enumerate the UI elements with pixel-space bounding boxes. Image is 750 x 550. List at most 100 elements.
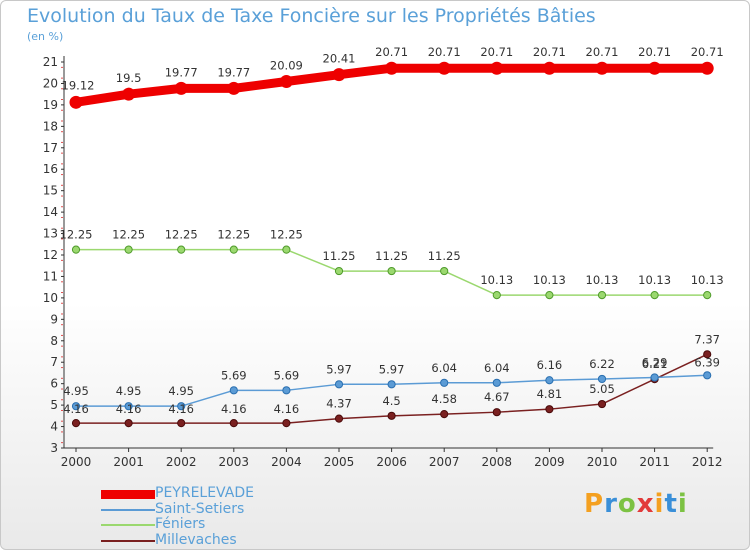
data-point <box>385 61 399 75</box>
logo-letter: r <box>604 489 618 519</box>
data-point <box>229 386 238 395</box>
data-point <box>597 399 607 409</box>
data-label: 6.29 <box>642 355 668 369</box>
logo-letter: i <box>677 489 688 519</box>
data-point <box>545 376 554 385</box>
data-point <box>650 373 659 382</box>
legend-label: Saint-Setiers <box>155 500 245 517</box>
x-tick-label: 2001 <box>113 455 144 469</box>
data-point <box>387 266 396 276</box>
data-point <box>69 95 83 109</box>
data-point <box>597 291 607 300</box>
legend-swatch <box>101 539 155 542</box>
logo-letter: o <box>617 489 637 519</box>
x-tick-label: 2003 <box>219 455 250 469</box>
logo-letter: P <box>584 489 605 519</box>
data-label: 7.37 <box>694 332 720 346</box>
data-label: 5.05 <box>589 382 615 396</box>
data-label: 11.25 <box>375 249 408 263</box>
data-point <box>282 386 291 395</box>
data-label: 6.22 <box>589 357 615 371</box>
data-label: 10.13 <box>533 273 566 287</box>
proxiti-logo: Proxiti <box>584 489 688 519</box>
data-label: 6.04 <box>431 361 457 375</box>
y-tick-label: 4 <box>50 420 58 434</box>
y-tick-label: 5 <box>50 398 58 412</box>
x-tick-label: 2007 <box>429 455 460 469</box>
data-point <box>490 61 504 75</box>
y-tick-label: 3 <box>50 441 58 455</box>
data-label: 19.77 <box>217 65 250 79</box>
data-point <box>440 410 449 419</box>
data-point <box>177 419 186 428</box>
data-label: 5.97 <box>326 362 352 376</box>
data-point <box>334 380 344 389</box>
y-tick-label: 9 <box>50 312 58 326</box>
data-point <box>595 61 609 75</box>
y-tick-label: 15 <box>43 184 58 198</box>
data-label: 20.71 <box>375 45 408 59</box>
data-label: 10.13 <box>691 273 724 287</box>
legend-swatch <box>101 524 155 526</box>
data-label: 4.95 <box>63 384 89 398</box>
logo-letter: t <box>664 489 678 519</box>
data-point <box>440 266 449 276</box>
data-point <box>492 291 501 300</box>
x-tick-label: 2011 <box>639 455 670 469</box>
data-point <box>648 61 662 75</box>
data-point <box>700 61 714 75</box>
chart-unit: (en %) <box>27 30 64 43</box>
x-tick-label: 2012 <box>692 455 723 469</box>
data-label: 6.21 <box>642 357 668 371</box>
data-label: 12.25 <box>165 228 198 242</box>
data-point <box>124 402 133 411</box>
data-label: 4.95 <box>168 384 194 398</box>
data-point <box>229 419 238 428</box>
data-label: 19.77 <box>165 65 198 79</box>
x-tick-label: 2009 <box>534 455 565 469</box>
y-tick-label: 18 <box>43 119 58 133</box>
data-label: 4.67 <box>484 390 510 404</box>
data-point <box>71 245 81 254</box>
data-label: 20.71 <box>638 45 671 59</box>
data-point <box>387 411 396 420</box>
data-point <box>492 378 501 387</box>
data-label: 5.69 <box>221 368 247 382</box>
data-label: 5.97 <box>379 362 405 376</box>
data-label: 4.37 <box>326 397 352 411</box>
x-tick-label: 2002 <box>166 455 197 469</box>
data-label: 4.16 <box>116 402 142 416</box>
data-label: 20.09 <box>270 59 303 73</box>
x-tick-label: 2000 <box>61 455 92 469</box>
y-tick-label: 12 <box>43 248 58 262</box>
data-label: 19.12 <box>62 78 95 92</box>
y-tick-label: 20 <box>43 76 58 90</box>
data-label: 12.25 <box>217 228 250 242</box>
data-point <box>122 87 136 101</box>
legend-swatch <box>101 508 155 511</box>
data-point <box>334 414 344 423</box>
data-point <box>542 61 556 75</box>
y-tick-label: 19 <box>43 98 58 112</box>
data-point <box>545 405 554 414</box>
data-label: 19.5 <box>116 71 142 85</box>
logo-letter: i <box>654 489 665 519</box>
data-label: 4.16 <box>221 402 247 416</box>
data-label: 4.16 <box>274 402 300 416</box>
data-label: 20.71 <box>480 45 513 59</box>
data-label: 11.25 <box>428 249 461 263</box>
data-label: 12.25 <box>60 228 93 242</box>
data-label: 6.04 <box>484 361 510 375</box>
legend-label: Millevaches <box>155 531 237 548</box>
data-point <box>703 291 712 300</box>
data-label: 20.41 <box>323 52 356 66</box>
legend-swatch <box>101 489 155 499</box>
data-point <box>597 374 607 384</box>
data-label: 4.95 <box>116 384 142 398</box>
data-label: 20.71 <box>691 45 724 59</box>
data-point <box>227 81 241 95</box>
data-label: 4.5 <box>382 394 400 408</box>
y-tick-label: 10 <box>43 291 58 305</box>
data-label: 4.81 <box>537 387 563 401</box>
